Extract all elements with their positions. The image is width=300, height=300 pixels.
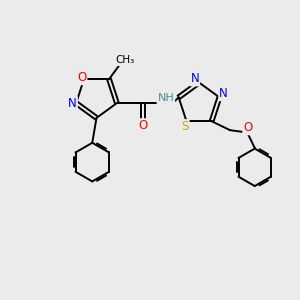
Text: N: N: [219, 87, 228, 100]
Text: O: O: [77, 71, 86, 84]
Text: NH: NH: [158, 93, 174, 103]
Text: S: S: [181, 120, 189, 133]
Text: CH₃: CH₃: [115, 55, 134, 65]
Text: N: N: [68, 97, 77, 110]
Text: O: O: [138, 119, 148, 132]
Text: N: N: [190, 73, 199, 85]
Text: O: O: [243, 121, 253, 134]
